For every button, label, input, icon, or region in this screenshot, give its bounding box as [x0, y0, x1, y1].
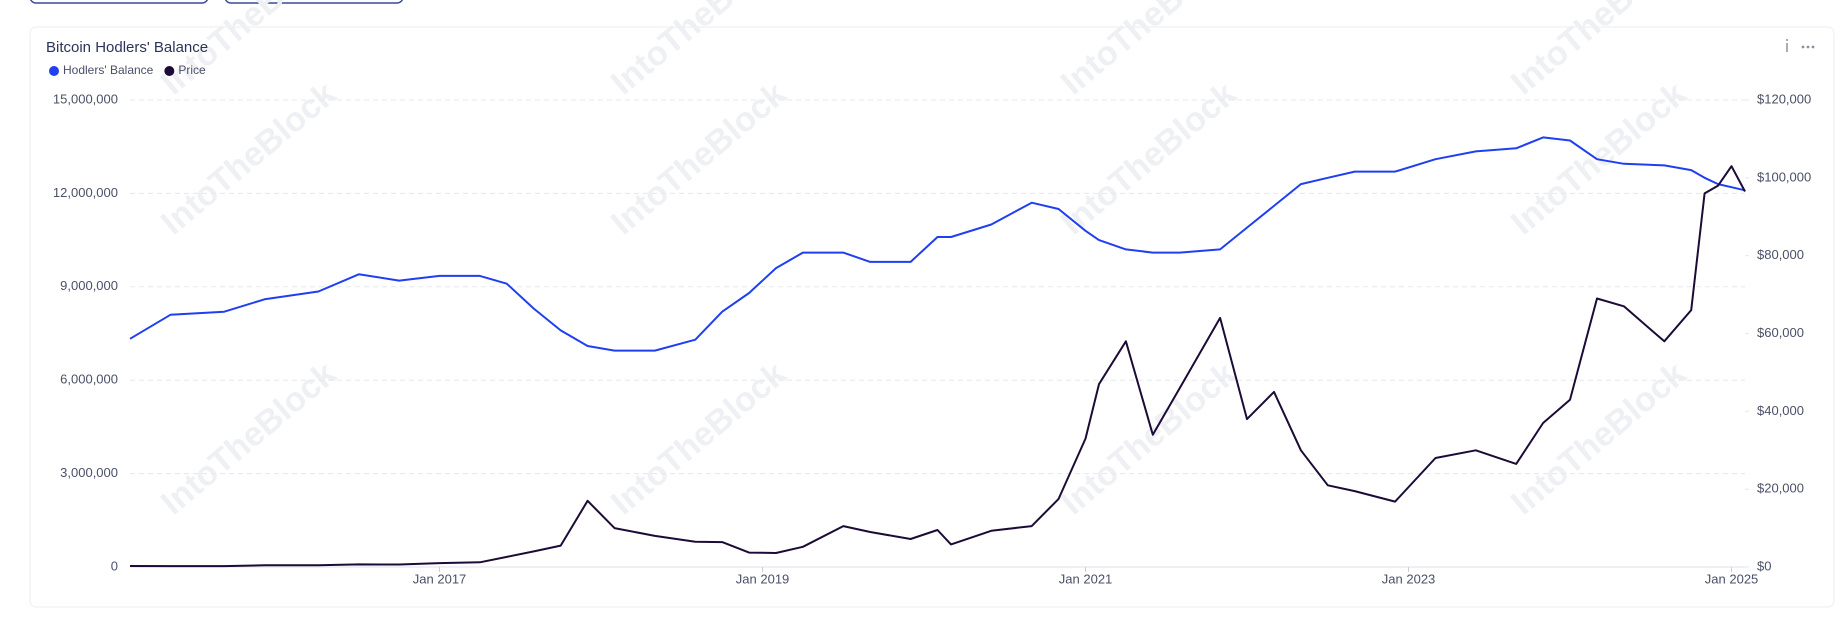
y2-tick-label: $20,000 — [1757, 481, 1804, 496]
x-tick-label: Jan 2017 — [413, 571, 467, 586]
x-tick-label: Jan 2019 — [736, 571, 790, 586]
menu-icon[interactable] — [1801, 45, 1815, 49]
y2-tick-label: $120,000 — [1757, 91, 1811, 106]
x-tick-label: Jan 2021 — [1059, 571, 1113, 586]
tab-button[interactable] — [29, 0, 209, 4]
y-tick-label: 3,000,000 — [60, 465, 118, 480]
tab-button[interactable] — [224, 0, 404, 4]
legend-label: Price — [178, 63, 206, 77]
y2-tick-label: $60,000 — [1757, 325, 1804, 340]
legend-label: Hodlers' Balance — [63, 63, 154, 77]
y2-tick-label: $80,000 — [1757, 247, 1804, 262]
info-icon[interactable] — [1786, 39, 1788, 52]
y-tick-label: 6,000,000 — [60, 372, 118, 387]
y2-tick-label: $0 — [1757, 558, 1771, 573]
legend-marker — [164, 66, 175, 76]
y2-tick-label: $100,000 — [1757, 169, 1811, 184]
y-tick-label: 0 — [111, 558, 118, 573]
x-tick-label: Jan 2023 — [1382, 571, 1436, 586]
y-tick-label: 15,000,000 — [53, 91, 118, 106]
series-line — [129, 165, 1746, 568]
legend-marker — [49, 66, 59, 76]
y-tick-label: 9,000,000 — [60, 278, 118, 293]
x-tick-label: Jan 2025 — [1705, 571, 1759, 586]
y2-tick-label: $40,000 — [1757, 403, 1804, 418]
legend: Hodlers' Balance Price — [49, 63, 206, 77]
y-tick-label: 12,000,000 — [53, 185, 118, 200]
series-line — [129, 136, 1746, 352]
chart-title: Bitcoin Hodlers' Balance — [46, 39, 208, 56]
